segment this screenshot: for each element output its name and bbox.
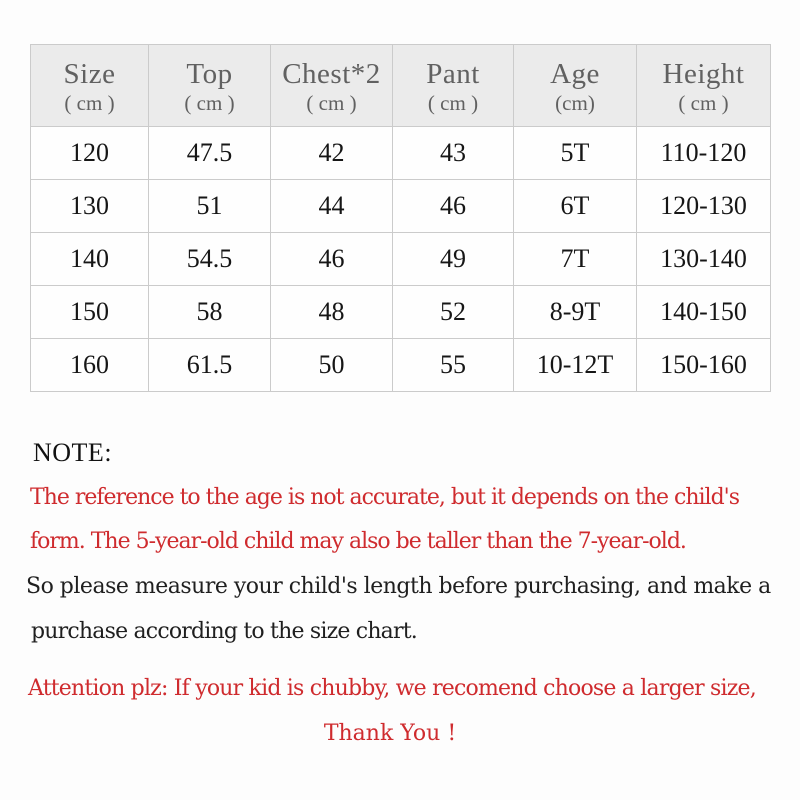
note-attention-line: Attention plz: If your kid is chubby, we… bbox=[28, 676, 757, 701]
col-header-size: Size ( cm ) bbox=[30, 44, 149, 127]
cell-pant: 55 bbox=[392, 338, 514, 392]
col-header-unit: ( cm ) bbox=[427, 90, 479, 115]
col-header-unit: ( cm ) bbox=[184, 90, 235, 115]
note-thank-you: Thank You ! bbox=[323, 721, 457, 746]
table-row: 160 61.5 50 55 10-12T 150-160 bbox=[30, 338, 771, 392]
header-row: Size ( cm ) Top ( cm ) Chest*2 ( cm ) Pa… bbox=[30, 44, 771, 127]
cell-age: 7T bbox=[513, 232, 637, 286]
cell-size: 130 bbox=[30, 179, 149, 233]
cell-top: 61.5 bbox=[148, 338, 271, 392]
col-header-height: Height ( cm ) bbox=[636, 44, 771, 127]
cell-size: 120 bbox=[30, 126, 149, 180]
cell-pant: 43 bbox=[392, 126, 514, 180]
col-header-pant: Pant ( cm ) bbox=[392, 44, 514, 127]
col-header-label: Chest*2 bbox=[282, 57, 381, 90]
cell-top: 54.5 bbox=[148, 232, 271, 286]
cell-height: 150-160 bbox=[636, 338, 771, 392]
table-row: 120 47.5 42 43 5T 110-120 bbox=[30, 126, 771, 180]
col-header-unit: ( cm ) bbox=[306, 90, 357, 115]
cell-chest: 46 bbox=[270, 232, 393, 286]
cell-chest: 50 bbox=[270, 338, 393, 392]
cell-size: 140 bbox=[30, 232, 149, 286]
cell-pant: 52 bbox=[392, 285, 514, 339]
cell-top: 47.5 bbox=[148, 126, 271, 180]
table-row: 150 58 48 52 8-9T 140-150 bbox=[30, 285, 771, 339]
col-header-label: Pant bbox=[426, 57, 480, 90]
col-header-age: Age (cm) bbox=[513, 44, 637, 127]
cell-top: 58 bbox=[148, 285, 271, 339]
col-header-label: Size bbox=[63, 57, 116, 90]
note-red-line-2: form. The 5-year-old child may also be t… bbox=[30, 529, 687, 554]
cell-age: 8-9T bbox=[513, 285, 637, 339]
cell-size: 160 bbox=[30, 338, 149, 392]
cell-pant: 49 bbox=[392, 232, 514, 286]
size-chart-table: Size ( cm ) Top ( cm ) Chest*2 ( cm ) Pa… bbox=[30, 44, 771, 392]
cell-top: 51 bbox=[148, 179, 271, 233]
note-title: NOTE: bbox=[33, 438, 113, 467]
cell-pant: 46 bbox=[392, 179, 514, 233]
note-black-line-2: purchase according to the size chart. bbox=[31, 619, 418, 644]
col-header-top: Top ( cm ) bbox=[148, 44, 271, 127]
col-header-label: Age bbox=[550, 57, 600, 90]
col-header-label: Height bbox=[662, 57, 745, 90]
table-row: 140 54.5 46 49 7T 130-140 bbox=[30, 232, 771, 286]
cell-size: 150 bbox=[30, 285, 149, 339]
cell-age: 5T bbox=[513, 126, 637, 180]
cell-chest: 42 bbox=[270, 126, 393, 180]
cell-height: 140-150 bbox=[636, 285, 771, 339]
note-black-line-1: So please measure your child's length be… bbox=[26, 574, 771, 599]
cell-age: 10-12T bbox=[513, 338, 637, 392]
col-header-label: Top bbox=[186, 57, 233, 90]
col-header-unit: ( cm ) bbox=[678, 90, 729, 115]
col-header-chest: Chest*2 ( cm ) bbox=[270, 44, 393, 127]
cell-height: 120-130 bbox=[636, 179, 771, 233]
note-red-line-1: The reference to the age is not accurate… bbox=[30, 485, 740, 510]
col-header-unit: ( cm ) bbox=[64, 90, 115, 115]
col-header-unit: (cm) bbox=[555, 90, 595, 115]
cell-height: 130-140 bbox=[636, 232, 771, 286]
cell-age: 6T bbox=[513, 179, 637, 233]
size-chart: Size ( cm ) Top ( cm ) Chest*2 ( cm ) Pa… bbox=[30, 44, 771, 392]
table-row: 130 51 44 46 6T 120-130 bbox=[30, 179, 771, 233]
cell-chest: 48 bbox=[270, 285, 393, 339]
cell-chest: 44 bbox=[270, 179, 393, 233]
cell-height: 110-120 bbox=[636, 126, 771, 180]
